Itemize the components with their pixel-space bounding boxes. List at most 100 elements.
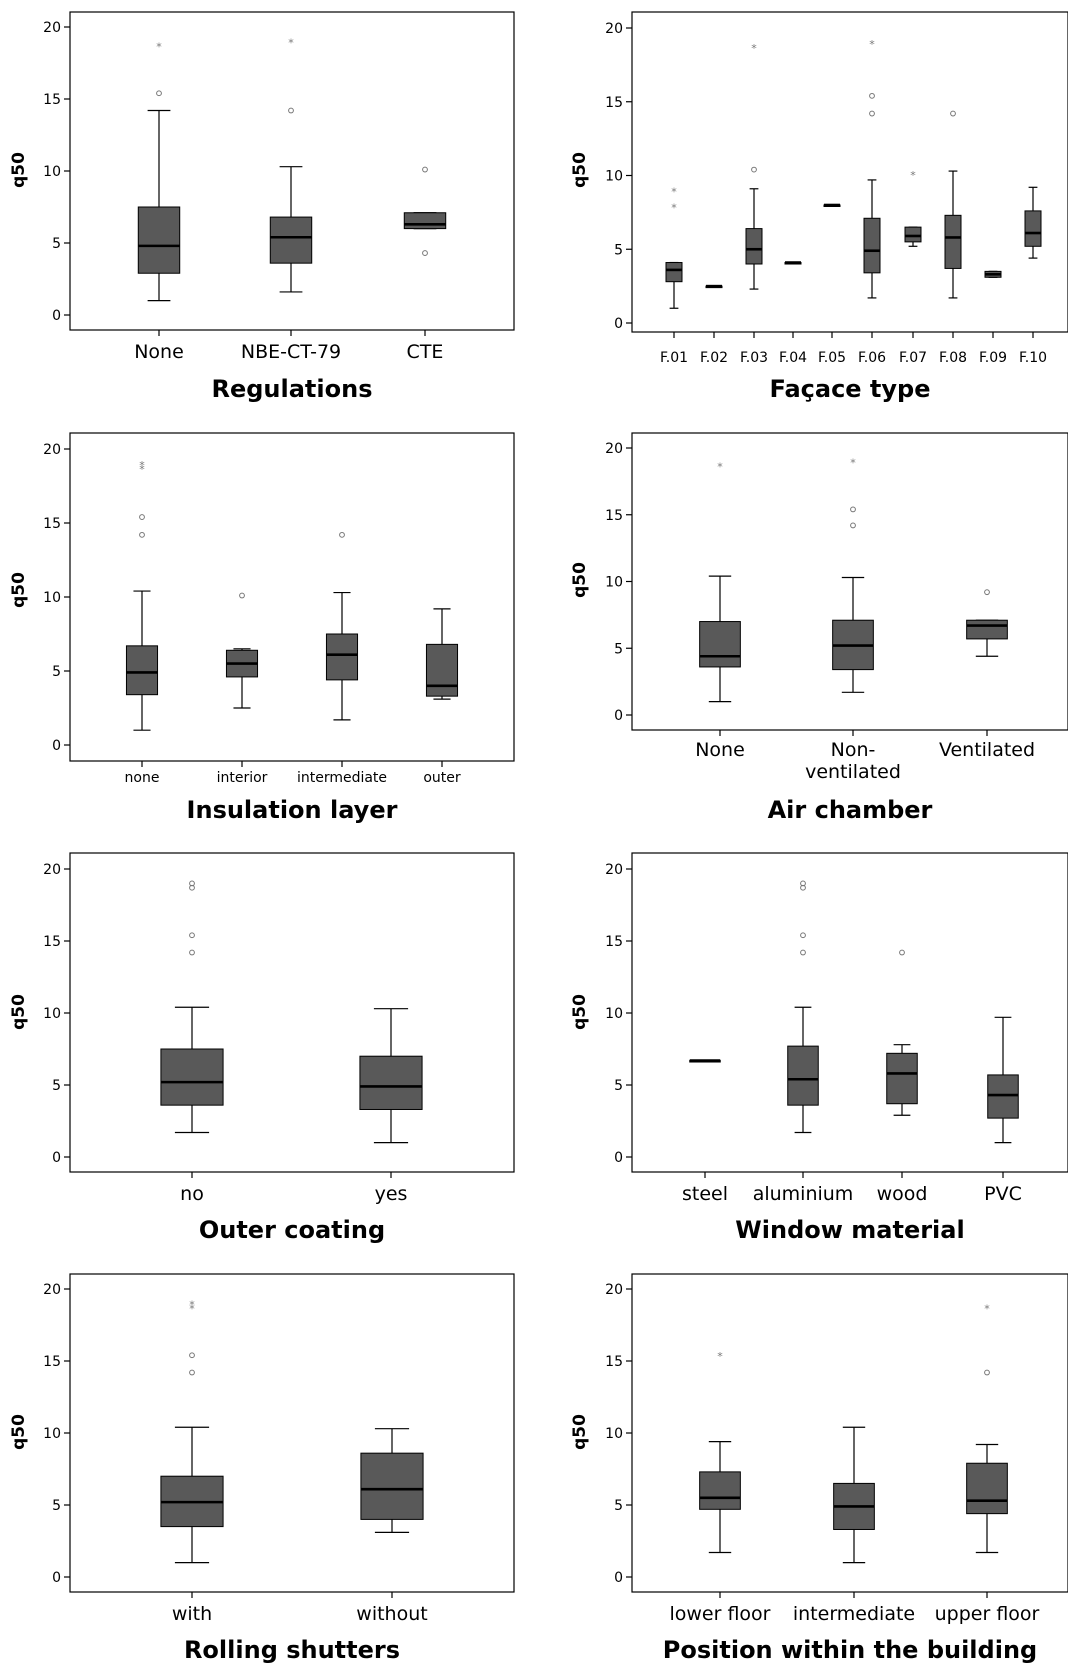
category-label: None bbox=[695, 739, 745, 761]
y-tick-label: 0 bbox=[52, 1150, 61, 1166]
panel-title: Outer coating bbox=[199, 1216, 385, 1244]
y-tick-label: 5 bbox=[614, 242, 623, 258]
plot-frame bbox=[69, 852, 515, 1173]
y-tick-label: 5 bbox=[52, 1078, 61, 1094]
box-iqr bbox=[699, 621, 741, 668]
category-label: None bbox=[134, 341, 184, 363]
outlier-circle bbox=[288, 107, 294, 114]
y-tick-label: 0 bbox=[52, 738, 61, 754]
category-label: Non-ventilated bbox=[805, 739, 901, 783]
box-3 bbox=[784, 261, 802, 265]
y-tick-label: 0 bbox=[614, 316, 623, 332]
y-tick-label: 15 bbox=[605, 508, 623, 524]
category-label: interior bbox=[217, 770, 268, 786]
outlier-star: * bbox=[156, 41, 162, 54]
chart-panel: 0 5 10 15 20 q50 * None * NBE-CT-79 CTE Regulations bbox=[9, 11, 515, 403]
box-0: ** bbox=[125, 459, 159, 731]
y-tick-label: 0 bbox=[614, 1570, 623, 1586]
outlier-star: * bbox=[189, 1298, 195, 1311]
y-axis-label: q50 bbox=[570, 152, 590, 188]
outlier-star: * bbox=[850, 456, 856, 469]
box-iqr bbox=[360, 1452, 424, 1520]
y-tick-label: 15 bbox=[605, 95, 623, 111]
y-tick-label: 20 bbox=[605, 862, 623, 878]
category-label: F.07 bbox=[899, 350, 927, 366]
panel-title: Air chamber bbox=[768, 796, 933, 824]
category-label: without bbox=[356, 1603, 427, 1625]
box-iqr bbox=[944, 214, 962, 269]
category-label: PVC bbox=[984, 1183, 1022, 1205]
outlier-star: * bbox=[288, 36, 294, 49]
y-tick-label: 10 bbox=[605, 1426, 623, 1442]
box-iqr bbox=[699, 1471, 741, 1510]
box-iqr bbox=[125, 645, 159, 696]
chart-panel: 0 5 10 15 20 q50 ** none interior intermediate out… bbox=[9, 432, 515, 824]
outlier-star: * bbox=[751, 42, 757, 55]
outlier-star: * bbox=[139, 463, 145, 476]
outlier-circle bbox=[800, 880, 806, 887]
y-tick-label: 15 bbox=[43, 934, 61, 950]
y-tick-label: 15 bbox=[43, 516, 61, 532]
outlier-star: * bbox=[139, 459, 145, 472]
y-tick-label: 15 bbox=[605, 934, 623, 950]
y-tick-label: 20 bbox=[605, 21, 623, 37]
outlier-circle bbox=[422, 250, 428, 256]
box-iqr bbox=[403, 212, 447, 230]
outlier-circle bbox=[869, 92, 875, 99]
box-iqr bbox=[359, 1055, 423, 1110]
box-1 bbox=[225, 592, 259, 709]
box-iqr bbox=[160, 1048, 224, 1106]
outlier-star: * bbox=[671, 185, 677, 198]
outlier-circle bbox=[189, 932, 195, 939]
category-label: no bbox=[180, 1183, 204, 1205]
plot-frame bbox=[631, 432, 1068, 731]
y-tick-label: 20 bbox=[43, 862, 61, 878]
outlier-star: * bbox=[869, 38, 875, 51]
category-label: NBE-CT-79 bbox=[241, 341, 341, 363]
category-label: F.01 bbox=[660, 350, 688, 366]
box-2 bbox=[966, 589, 1008, 657]
category-label: steel bbox=[682, 1183, 728, 1205]
outlier-circle bbox=[800, 949, 806, 956]
outlier-star: * bbox=[910, 169, 916, 182]
outlier-circle bbox=[984, 589, 990, 596]
box-1 bbox=[705, 284, 723, 289]
y-axis-label: q50 bbox=[9, 572, 29, 608]
chart-panel: 0 5 10 15 20 q50 ** with without Rolling shutters bbox=[9, 1273, 515, 1664]
y-axis-label: q50 bbox=[9, 994, 29, 1030]
outlier-circle bbox=[869, 110, 875, 117]
box-0: * bbox=[699, 1350, 741, 1554]
y-tick-label: 20 bbox=[43, 1282, 61, 1298]
outlier-circle bbox=[950, 110, 956, 117]
outlier-circle bbox=[339, 531, 345, 538]
y-tick-label: 10 bbox=[43, 1426, 61, 1442]
box-0: ** bbox=[160, 1298, 224, 1564]
outlier-circle bbox=[189, 1369, 195, 1376]
y-tick-label: 20 bbox=[605, 441, 623, 457]
y-axis-label: q50 bbox=[570, 562, 590, 598]
box-1 bbox=[787, 880, 819, 1134]
box-iqr bbox=[987, 1074, 1019, 1119]
outlier-circle bbox=[984, 1369, 990, 1376]
box-0: * bbox=[699, 460, 741, 703]
chart-panel: 0 5 10 15 20 q50 steel aluminium wood PVC Window m… bbox=[570, 852, 1068, 1244]
box-iqr bbox=[325, 633, 359, 681]
box-4 bbox=[823, 203, 841, 207]
category-label: intermediate bbox=[297, 770, 387, 786]
outlier-star: * bbox=[717, 1350, 723, 1363]
y-tick-label: 0 bbox=[52, 308, 61, 324]
box-iqr bbox=[787, 1045, 819, 1106]
panel-title: Regulations bbox=[211, 375, 372, 403]
box-iqr bbox=[137, 206, 181, 274]
box-5: * bbox=[863, 38, 881, 299]
category-label: F.06 bbox=[858, 350, 886, 366]
box-6: * bbox=[904, 169, 922, 247]
category-label: F.05 bbox=[818, 350, 846, 366]
y-axis-label: q50 bbox=[570, 1414, 590, 1450]
chart-panel: 0 5 10 15 20 q50 * lower floor intermediate * uppe… bbox=[570, 1273, 1068, 1664]
box-iqr bbox=[966, 619, 1008, 640]
box-1: * bbox=[832, 456, 874, 693]
box-1: * bbox=[269, 36, 313, 293]
category-label: yes bbox=[375, 1183, 408, 1205]
